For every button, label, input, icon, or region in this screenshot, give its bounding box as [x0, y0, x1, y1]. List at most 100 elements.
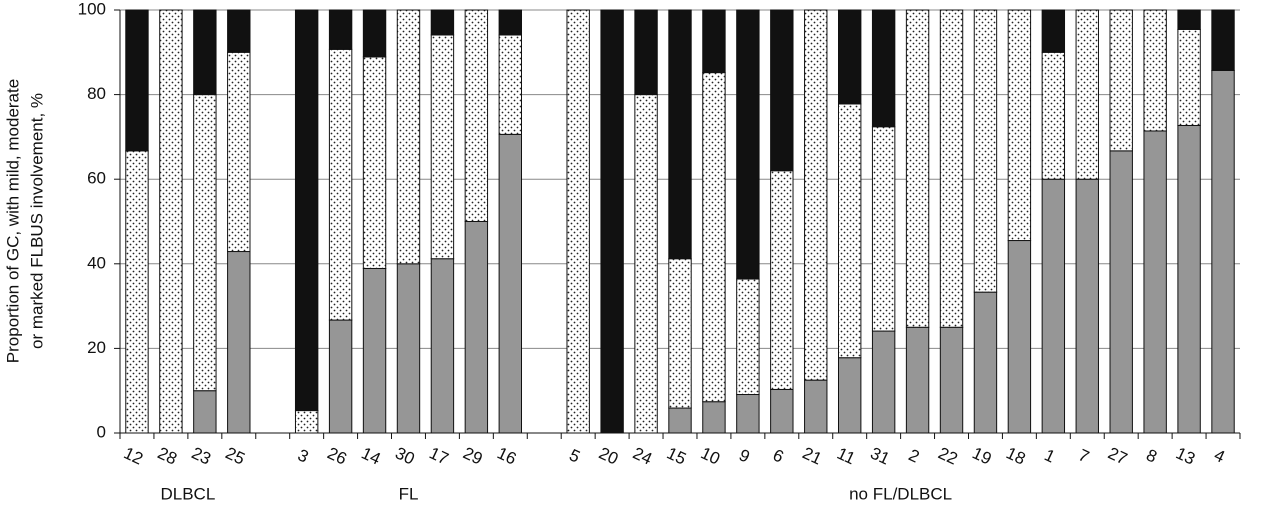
- bar-segment: [396, 263, 421, 434]
- y-tick-label: 20: [87, 338, 106, 357]
- bar-segment: [770, 170, 794, 390]
- group-label: no FL/DLBCL: [849, 484, 952, 503]
- x-tick-label: 17: [426, 443, 451, 468]
- bar-segment: [702, 401, 726, 434]
- bar-segment: [736, 278, 760, 396]
- x-tick-label: 23: [189, 443, 214, 468]
- bar-segment: [736, 394, 760, 434]
- bar-segment: [328, 48, 353, 321]
- bar-segment: [668, 9, 692, 260]
- bar-segment: [125, 150, 149, 434]
- bar-segment: [498, 133, 523, 434]
- bar-segment: [193, 94, 217, 392]
- group-label: DLBCL: [160, 484, 215, 503]
- x-tick-label: 12: [121, 443, 146, 468]
- x-tick-label: 15: [664, 443, 689, 468]
- bar-segment: [702, 9, 726, 74]
- x-tick-label: 9: [736, 445, 753, 466]
- bar-segment: [1109, 9, 1133, 152]
- bar-segment: [1075, 178, 1099, 434]
- y-tick-label: 60: [87, 169, 106, 188]
- bar-segment: [1143, 130, 1167, 434]
- bar-segment: [804, 379, 828, 434]
- bar-segment: [871, 330, 896, 434]
- bar-segment: [668, 407, 692, 434]
- bar-segment: [193, 9, 217, 96]
- x-tick-label: 4: [1211, 445, 1228, 466]
- bar-segment: [294, 9, 319, 412]
- x-tick-label: 11: [834, 444, 858, 469]
- x-tick-label: 2: [906, 445, 923, 466]
- bar-segment: [396, 9, 421, 265]
- bar-segment: [362, 9, 387, 58]
- y-tick-label: 0: [97, 422, 106, 441]
- x-tick-label: 28: [155, 443, 180, 468]
- bar-segment: [362, 56, 387, 269]
- bar-segment: [227, 251, 251, 434]
- bar-segment: [1007, 9, 1032, 242]
- bar-segment: [905, 9, 930, 328]
- bar-segment: [973, 9, 998, 293]
- x-tick-label: 13: [1173, 443, 1198, 468]
- bar-segment: [871, 126, 896, 332]
- bar-segment: [464, 221, 489, 434]
- bar-segment: [430, 34, 455, 260]
- bar-segment: [125, 9, 149, 152]
- bar-segment: [770, 388, 794, 434]
- bar-segment: [159, 9, 183, 434]
- bar-segment: [837, 357, 862, 434]
- bar-segment: [1177, 124, 1201, 434]
- bar-segment: [498, 9, 523, 36]
- x-tick-label: 22: [935, 443, 960, 468]
- bar-segment: [1211, 9, 1235, 71]
- bar-segment: [430, 9, 455, 36]
- y-tick-label: 100: [78, 0, 106, 18]
- bar-segment: [736, 9, 760, 280]
- y-tick-label: 80: [87, 84, 106, 103]
- y-axis-label: or marked FLBUS involvement, %: [27, 93, 46, 349]
- x-tick-label: 21: [800, 443, 825, 468]
- x-tick-label: 16: [494, 443, 519, 468]
- bar-segment: [1041, 178, 1066, 434]
- x-tick-label: 26: [324, 443, 349, 468]
- bar-segment: [634, 9, 658, 96]
- bar-segment: [668, 258, 692, 409]
- bar-segment: [1007, 240, 1032, 434]
- x-tick-label: 27: [1105, 443, 1130, 468]
- bar-segment: [837, 9, 862, 105]
- x-tick-label: 5: [566, 445, 583, 466]
- bar-segment: [871, 9, 896, 128]
- bar-segment: [566, 9, 590, 434]
- x-tick-label: 8: [1143, 445, 1160, 466]
- bar-segment: [294, 410, 319, 434]
- bar-segment: [804, 9, 828, 381]
- bar-segment: [600, 9, 624, 434]
- bar-segment: [939, 9, 964, 328]
- bar-segment: [328, 9, 353, 50]
- x-tick-label: 18: [1003, 443, 1028, 468]
- x-tick-label: 24: [630, 443, 655, 468]
- x-tick-label: 3: [295, 445, 312, 466]
- x-tick-label: 30: [392, 443, 417, 468]
- bar-segment: [1075, 9, 1099, 180]
- bar-segment: [1109, 150, 1133, 434]
- y-axis-label: Proportion of GC, with mild, moderate: [3, 79, 22, 363]
- group-label: FL: [399, 484, 419, 503]
- bar-segment: [362, 267, 387, 434]
- bar-segment: [1177, 28, 1201, 126]
- x-tick-label: 29: [460, 443, 485, 468]
- bar-segment: [1211, 69, 1235, 434]
- bar-segment: [498, 34, 523, 135]
- bar-segment: [939, 326, 964, 434]
- bar-segment: [770, 9, 794, 172]
- bar-segment: [193, 390, 217, 434]
- x-tick-label: 14: [358, 443, 383, 468]
- bar-segment: [1041, 9, 1066, 53]
- bar-segment: [227, 51, 251, 253]
- bar-segment: [837, 103, 862, 359]
- bar-segment: [1177, 9, 1201, 30]
- y-tick-label: 40: [87, 253, 106, 272]
- x-tick-label: 20: [596, 443, 621, 468]
